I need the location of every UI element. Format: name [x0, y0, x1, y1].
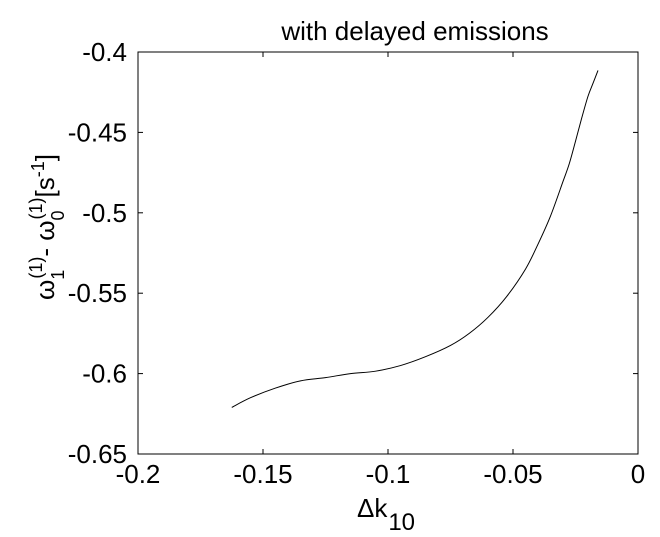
y-axis-label-unit-close: ]: [30, 154, 60, 161]
y-tick-label: -0.45: [68, 117, 127, 147]
y-axis-label-dash: -: [30, 241, 60, 257]
chart-title: with delayed emissions: [280, 16, 548, 46]
y-axis-ticks: [138, 51, 638, 455]
y-tick-label: -0.4: [82, 37, 127, 67]
y-axis-tick-labels: -0.4 -0.45 -0.5 -0.55 -0.6 -0.65: [68, 37, 127, 469]
y-tick-label: -0.6: [82, 359, 127, 389]
x-axis-ticks: [137, 52, 639, 454]
y-axis-label-omega-0: ω: [30, 220, 60, 240]
series-line: [231, 70, 599, 408]
x-tick-label: -0.1: [366, 459, 411, 489]
y-axis-label-omega-1: ω: [30, 280, 60, 300]
y-tick-label: -0.55: [68, 278, 127, 308]
plot-area-frame: [137, 51, 639, 455]
y-axis-label-sup-0: (1): [26, 197, 46, 219]
x-axis-label: Δk10: [357, 493, 415, 536]
x-tick-label: 0: [631, 459, 645, 489]
y-tick-label: -0.65: [68, 439, 127, 469]
y-axis-label-sub-1: 1: [48, 270, 68, 280]
x-tick-label: -0.15: [233, 459, 292, 489]
x-axis-tick-labels: -0.2 -0.15 -0.1 -0.05 0: [116, 459, 646, 489]
y-axis-label-unit-open: [s: [30, 177, 60, 197]
y-axis-label: ω1(1)- ω0(1)[s-1]: [26, 154, 68, 300]
x-axis-label-main: Δk: [357, 493, 388, 523]
x-tick-label: -0.2: [116, 459, 161, 489]
x-axis-label-subscript: 10: [388, 509, 415, 536]
x-tick-label: -0.05: [483, 459, 542, 489]
y-axis-label-sup-1: (1): [26, 257, 46, 279]
y-axis-label-unit-sup: -1: [28, 161, 48, 177]
y-axis-label-sub-0: 0: [48, 210, 68, 220]
y-tick-label: -0.5: [82, 198, 127, 228]
